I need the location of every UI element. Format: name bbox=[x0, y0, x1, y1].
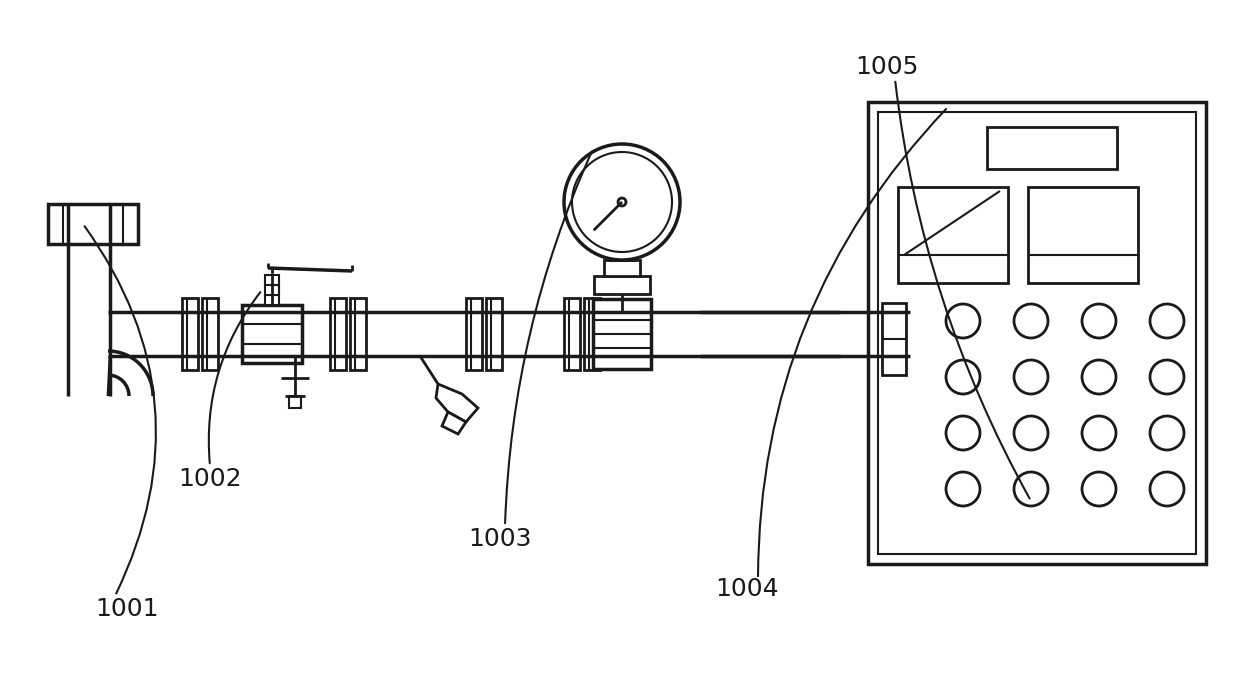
Circle shape bbox=[1083, 304, 1116, 338]
Bar bbox=[594, 276, 650, 294]
Bar bbox=[182, 298, 198, 370]
Circle shape bbox=[1149, 472, 1184, 506]
Bar bbox=[265, 275, 279, 285]
Bar bbox=[584, 298, 600, 370]
Bar bbox=[48, 204, 138, 244]
Bar bbox=[202, 298, 218, 370]
Text: 1005: 1005 bbox=[856, 55, 919, 79]
Bar bbox=[265, 295, 279, 305]
Circle shape bbox=[1014, 416, 1048, 450]
Circle shape bbox=[946, 472, 980, 506]
Circle shape bbox=[1083, 472, 1116, 506]
Circle shape bbox=[946, 360, 980, 394]
Bar bbox=[330, 298, 346, 370]
Circle shape bbox=[1083, 360, 1116, 394]
Circle shape bbox=[1149, 360, 1184, 394]
Bar bbox=[882, 303, 906, 375]
Circle shape bbox=[1083, 416, 1116, 450]
Circle shape bbox=[946, 304, 980, 338]
Bar bbox=[593, 299, 651, 369]
Bar bbox=[898, 187, 1008, 283]
Circle shape bbox=[572, 152, 672, 252]
Bar bbox=[604, 260, 640, 276]
Bar bbox=[564, 298, 580, 370]
Polygon shape bbox=[436, 384, 477, 422]
Text: 1003: 1003 bbox=[467, 527, 532, 551]
Bar bbox=[610, 242, 634, 260]
Bar bbox=[289, 396, 301, 408]
Circle shape bbox=[1149, 304, 1184, 338]
Circle shape bbox=[1014, 472, 1048, 506]
Bar bbox=[466, 298, 482, 370]
Polygon shape bbox=[441, 412, 466, 434]
Text: 1004: 1004 bbox=[715, 577, 779, 601]
Text: 1001: 1001 bbox=[95, 597, 159, 621]
Bar bbox=[486, 298, 502, 370]
Bar bbox=[878, 112, 1197, 554]
Bar bbox=[265, 285, 279, 295]
Bar bbox=[1028, 187, 1138, 283]
Circle shape bbox=[564, 144, 680, 260]
Circle shape bbox=[618, 198, 626, 206]
Bar bbox=[868, 102, 1207, 564]
Circle shape bbox=[1014, 304, 1048, 338]
Bar bbox=[987, 127, 1117, 169]
Text: 1002: 1002 bbox=[179, 467, 242, 491]
Circle shape bbox=[1149, 416, 1184, 450]
Bar bbox=[242, 305, 303, 363]
Circle shape bbox=[946, 416, 980, 450]
Bar bbox=[350, 298, 366, 370]
Circle shape bbox=[1014, 360, 1048, 394]
